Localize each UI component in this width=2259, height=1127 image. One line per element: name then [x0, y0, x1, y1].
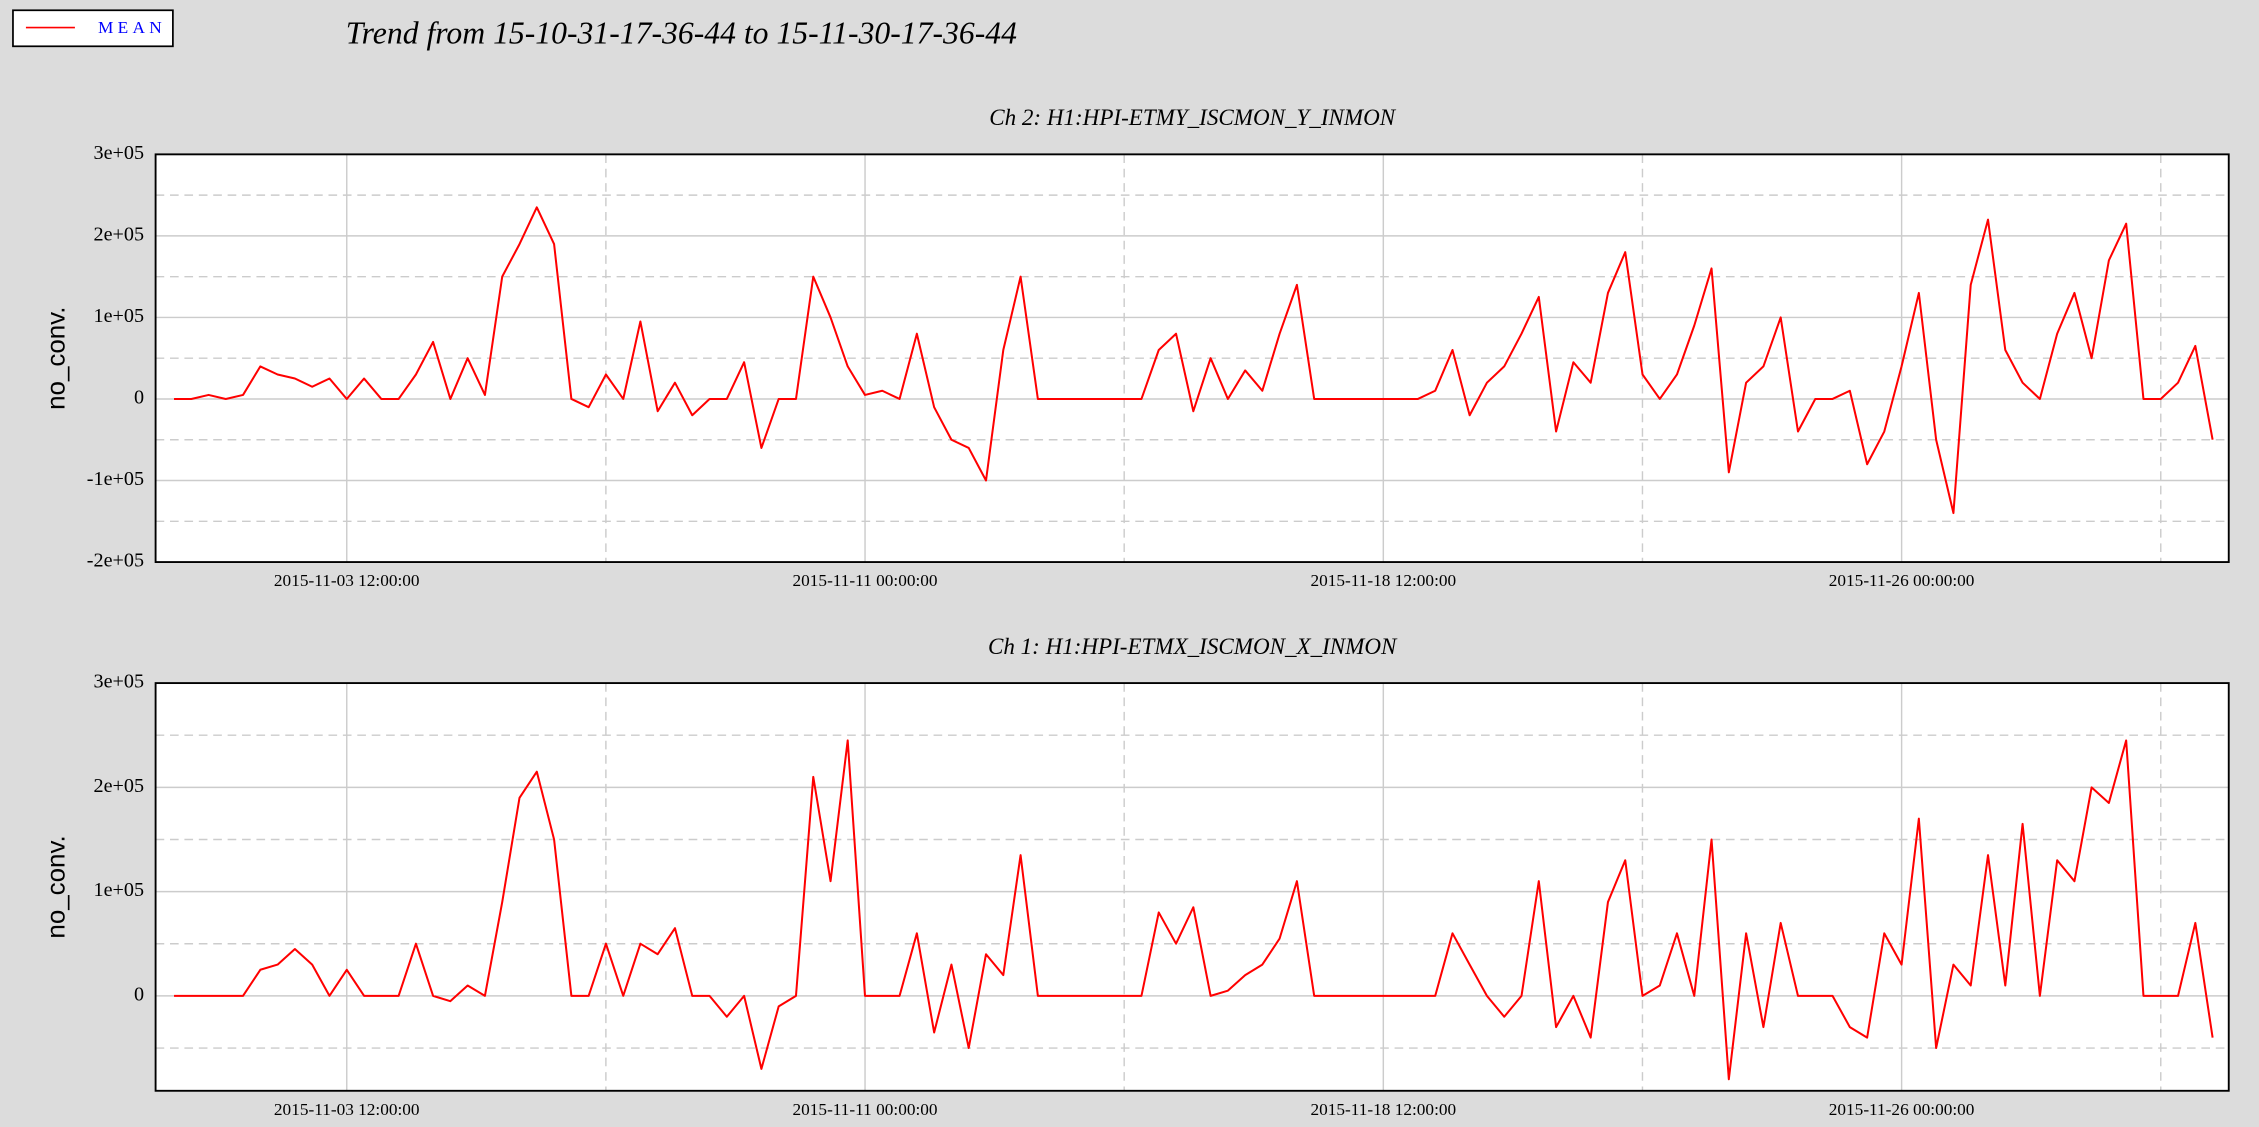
y-tick-label: -1e+05	[87, 468, 144, 490]
plot-frame	[154, 153, 2230, 563]
y-tick-label: 2e+05	[94, 775, 145, 797]
series-line	[174, 739, 2214, 1081]
x-tick-label: 2015-11-03 12:00:00	[274, 1100, 420, 1119]
y-axis-label: no_conv.	[42, 835, 70, 938]
chart-title: Ch 2: H1:HPI-ETMY_ISCMON_Y_INMON	[989, 104, 1397, 130]
plot-area	[155, 154, 2229, 563]
x-tick-label: 2015-11-11 00:00:00	[793, 1100, 938, 1119]
y-axis-label: no_conv.	[42, 307, 70, 410]
x-tick-label: 2015-11-26 00:00:00	[1829, 1100, 1975, 1119]
y-tick-label: -2e+05	[87, 550, 144, 572]
y-tick-label: 3e+05	[94, 142, 145, 164]
x-tick-label: 2015-11-18 12:00:00	[1311, 571, 1457, 590]
y-tick-label: 1e+05	[94, 305, 145, 327]
y-tick-label: 0	[134, 387, 144, 409]
x-tick-label: 2015-11-03 12:00:00	[274, 571, 420, 590]
page-title: Trend from 15-10-31-17-36-44 to 15-11-30…	[346, 15, 1017, 50]
x-tick-label: 2015-11-26 00:00:00	[1829, 571, 1975, 590]
chart-title: Ch 1: H1:HPI-ETMX_ISCMON_X_INMON	[988, 633, 1398, 659]
plot-area	[155, 683, 2229, 1091]
series-line	[174, 206, 2214, 515]
y-tick-label: 0	[134, 984, 144, 1006]
legend-label: MEAN	[98, 18, 166, 37]
y-tick-label: 1e+05	[94, 879, 145, 901]
x-tick-label: 2015-11-11 00:00:00	[793, 571, 938, 590]
y-tick-label: 2e+05	[94, 224, 145, 246]
y-tick-label: 3e+05	[94, 671, 145, 693]
x-tick-label: 2015-11-18 12:00:00	[1311, 1100, 1457, 1119]
plot-frame	[154, 682, 2230, 1092]
